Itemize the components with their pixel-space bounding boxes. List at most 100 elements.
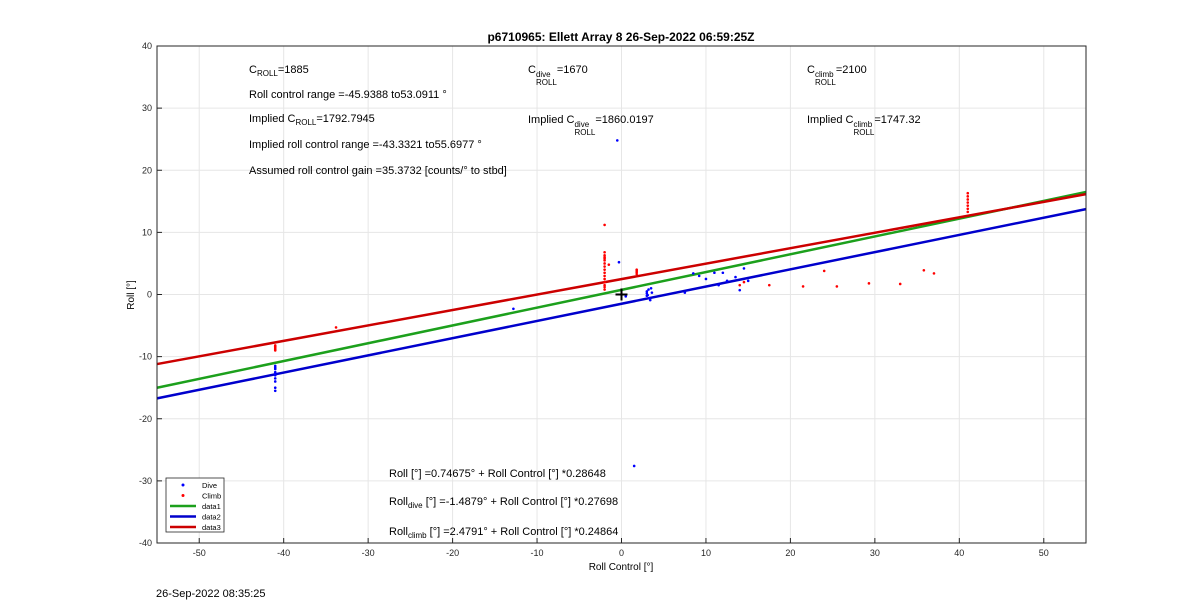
legend-label-data2: data2: [202, 513, 221, 522]
y-tick-label: 0: [147, 290, 152, 300]
x-tick-label: -30: [362, 548, 375, 558]
y-tick-label: -40: [139, 538, 152, 548]
chart-title: p6710965: Ellett Array 8 26-Sep-2022 06:…: [487, 30, 754, 44]
x-axis-label: Roll Control [°]: [589, 562, 654, 573]
climb-point: [742, 280, 746, 284]
legend-marker-dive: [181, 483, 185, 487]
x-tick-label: -20: [446, 548, 459, 558]
dive-point: [273, 389, 277, 393]
dive-point: [648, 298, 652, 302]
dive-point: [734, 275, 737, 279]
x-tick-label: 10: [701, 548, 711, 558]
dive-point: [649, 286, 653, 290]
data-points: [273, 139, 970, 468]
climb-point: [966, 191, 970, 195]
climb-point: [835, 285, 839, 288]
climb-point: [822, 269, 826, 273]
footer-timestamp: 26-Sep-2022 08:35:25: [156, 588, 266, 600]
x-tick-label: 20: [785, 548, 795, 558]
climb-point: [603, 274, 606, 278]
climb-point: [966, 201, 970, 204]
climb-point: [603, 268, 606, 271]
dive-point: [273, 366, 277, 370]
implied-range-annotation: Implied roll control range =-43.3321 to5…: [249, 139, 482, 151]
dive-point: [713, 271, 716, 275]
x-tick-label: -50: [193, 548, 206, 558]
origin-marker: [615, 288, 628, 301]
climb-point: [603, 257, 606, 260]
dive-point: [717, 283, 720, 287]
dive-point: [738, 288, 742, 292]
y-axis-label: Roll [°]: [126, 280, 137, 310]
dive-point: [512, 307, 515, 311]
y-tick-label: -10: [139, 352, 152, 362]
climb-point: [635, 269, 639, 273]
dive-point: [624, 295, 628, 298]
dive-point: [691, 272, 695, 275]
equation-dive: Rolldive [°] =-1.4879° + Roll Control [°…: [389, 496, 619, 511]
climb-point: [603, 250, 606, 254]
legend-label-data3: data3: [202, 523, 221, 532]
climb-point: [603, 271, 606, 275]
dive-point: [647, 288, 650, 291]
climb-point: [738, 283, 742, 287]
legend-label-dive: Dive: [202, 481, 217, 490]
climb-point: [334, 326, 338, 329]
climb-point: [603, 277, 606, 281]
dive-point: [650, 291, 654, 294]
climb-point: [607, 263, 611, 266]
dive-point: [273, 386, 277, 389]
implied-c-roll-annotation: Implied CROLL=1792.7945: [249, 113, 375, 128]
y-tick-label: -30: [139, 476, 152, 486]
climb-point: [603, 288, 606, 291]
climb-point: [603, 254, 606, 257]
dive-point: [273, 380, 277, 383]
climb-point: [966, 210, 970, 214]
climb-point: [273, 345, 277, 348]
x-tick-label: 30: [870, 548, 880, 558]
climb-point: [922, 268, 926, 272]
x-tick-label: 50: [1039, 548, 1049, 558]
equation-climb: Rollclimb [°] =2.4791° + Roll Control [°…: [389, 526, 619, 541]
dive-point: [697, 274, 701, 278]
dive-point: [742, 267, 746, 270]
climb-point: [603, 283, 606, 287]
dive-point: [645, 290, 649, 293]
dive-point: [632, 464, 636, 468]
legend-label-climb: Climb: [202, 492, 221, 501]
climb-point: [966, 198, 970, 201]
climb-point: [966, 195, 970, 198]
climb-point: [867, 282, 871, 285]
climb-point: [635, 272, 639, 276]
dive-point: [617, 260, 621, 264]
y-tick-label: 40: [142, 41, 152, 51]
y-tick-label: 20: [142, 165, 152, 175]
dive-point: [646, 293, 649, 297]
climb-point: [603, 223, 606, 227]
x-tick-label: -40: [277, 548, 290, 558]
ticks: -50 -40 -30 -20 -10 0 10 20 30 40 50 -40 -30 -20 -10 0 1…: [139, 41, 1049, 558]
y-tick-label: 30: [142, 103, 152, 113]
climb-point: [898, 282, 902, 286]
x-tick-label: 0: [619, 548, 624, 558]
climb-point: [273, 347, 277, 351]
legend-label-data1: data1: [202, 502, 221, 511]
climb-point: [966, 207, 970, 211]
climb-point: [801, 285, 805, 288]
legend-marker-climb: [181, 494, 185, 497]
climb-point: [603, 262, 606, 265]
climb-point: [767, 283, 771, 287]
climb-point: [966, 204, 970, 207]
dive-point: [273, 372, 277, 376]
dive-point: [273, 377, 277, 380]
dive-point: [615, 139, 619, 142]
climb-point: [603, 259, 606, 262]
dive-point: [721, 271, 725, 275]
dive-point: [273, 370, 277, 374]
